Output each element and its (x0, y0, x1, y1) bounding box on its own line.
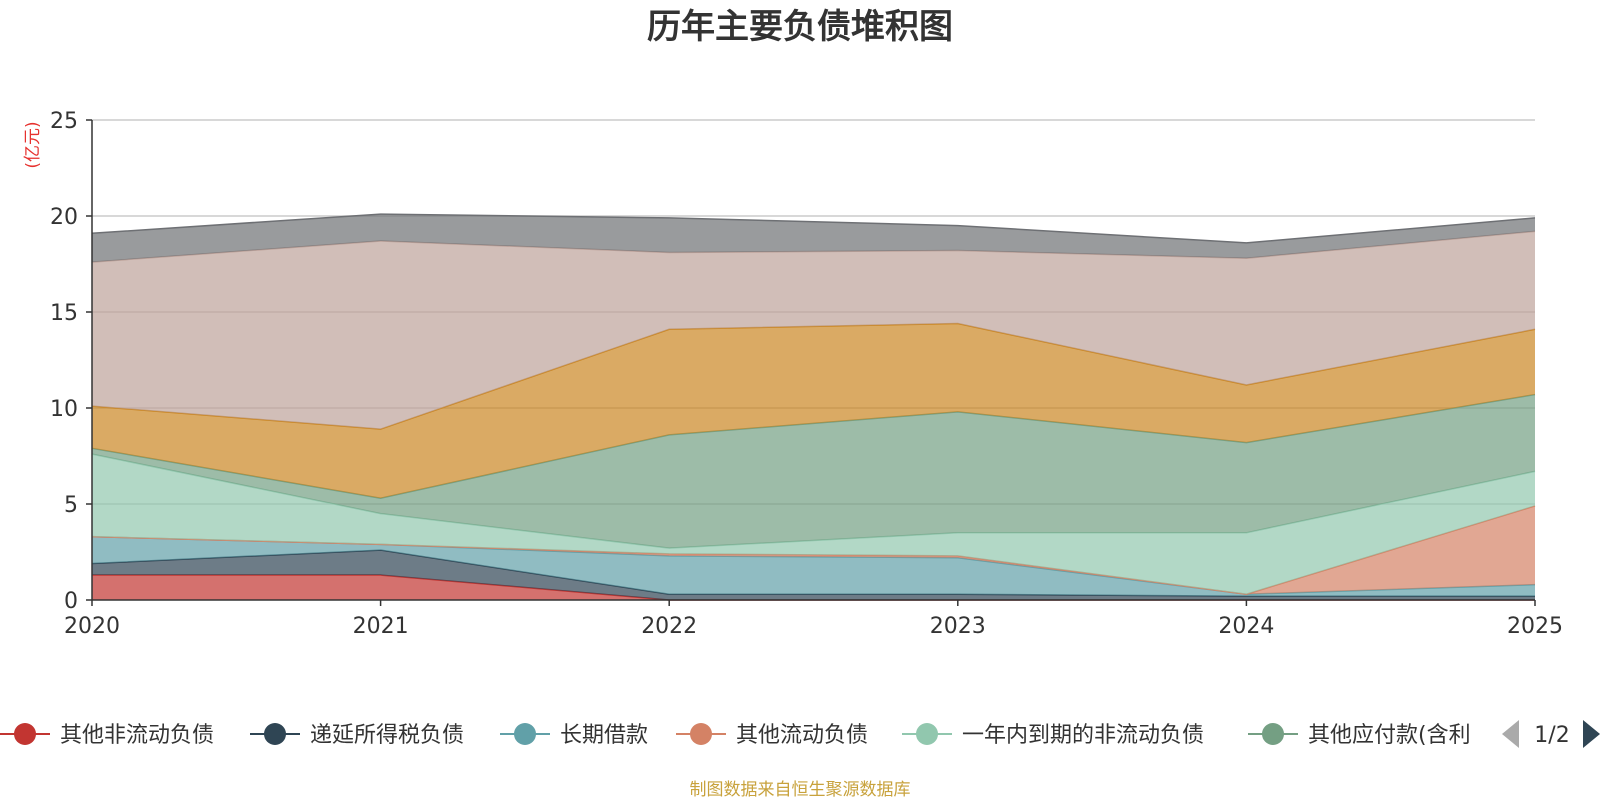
x-tick-label: 2022 (641, 614, 697, 639)
x-tick-label: 2024 (1218, 614, 1274, 639)
legend-item-4[interactable]: 其他流动负债 (676, 723, 868, 748)
y-tick-label: 5 (64, 493, 78, 518)
area-series-4 (92, 505, 1535, 595)
y-axis-unit: (亿元) (23, 121, 43, 168)
legend-marker-icon (1262, 723, 1284, 745)
y-tick-label: 0 (64, 589, 78, 614)
area-series-7 (92, 323, 1535, 499)
area-series-line-9 (91, 213, 1536, 244)
area-series-8 (92, 231, 1535, 430)
x-tick-label: 2025 (1507, 614, 1563, 639)
legend-prev-page-icon[interactable] (1502, 720, 1519, 748)
legend-label: 一年内到期的非流动负债 (962, 723, 1204, 748)
legend-label: 递延所得税负债 (310, 723, 464, 748)
area-series-9 (92, 214, 1535, 263)
legend-next-page-icon[interactable] (1583, 720, 1600, 748)
legend-label: 其他流动负债 (736, 723, 868, 748)
legend-marker-icon (264, 723, 286, 745)
legend-page-indicator: 1/2 (1534, 723, 1569, 748)
x-tick-label: 2021 (353, 614, 409, 639)
y-tick-label: 15 (50, 301, 78, 326)
data-source-note: 制图数据来自恒生聚源数据库 (690, 780, 911, 800)
legend-item-6[interactable]: 其他应付款(含利 (1248, 723, 1471, 748)
legend-item-5[interactable]: 一年内到期的非流动负债 (902, 723, 1204, 748)
legend-pager: 1/2 (1502, 720, 1600, 748)
legend-marker-icon (514, 723, 536, 745)
x-tick-label: 2020 (64, 614, 120, 639)
legend-label: 其他非流动负债 (60, 723, 214, 748)
legend-marker-icon (916, 723, 938, 745)
area-series-2 (92, 550, 1535, 600)
x-tick-label: 2023 (930, 614, 986, 639)
area-series-3 (92, 536, 1535, 597)
legend-label: 长期借款 (560, 723, 648, 748)
y-tick-label: 20 (50, 205, 78, 230)
legend-item-1[interactable]: 其他非流动负债 (0, 723, 214, 748)
area-series-1 (92, 575, 1535, 600)
legend: 其他非流动负债 递延所得税负债 长期借款 其他流动负债 一年内到期的非流动负债 其他应付款… (0, 723, 1471, 748)
legend-marker-icon (690, 723, 712, 745)
chart-title: 历年主要负债堆积图 (647, 7, 953, 47)
legend-item-3[interactable]: 长期借款 (500, 723, 648, 748)
area-series (91, 213, 1536, 601)
y-tick-label: 10 (50, 397, 78, 422)
legend-item-2[interactable]: 递延所得税负债 (250, 723, 464, 748)
legend-label: 其他应付款(含利 (1308, 723, 1471, 748)
y-tick-label: 25 (50, 109, 78, 134)
legend-marker-icon (14, 723, 36, 745)
area-series-6 (92, 394, 1535, 549)
area-series-5 (92, 454, 1535, 595)
